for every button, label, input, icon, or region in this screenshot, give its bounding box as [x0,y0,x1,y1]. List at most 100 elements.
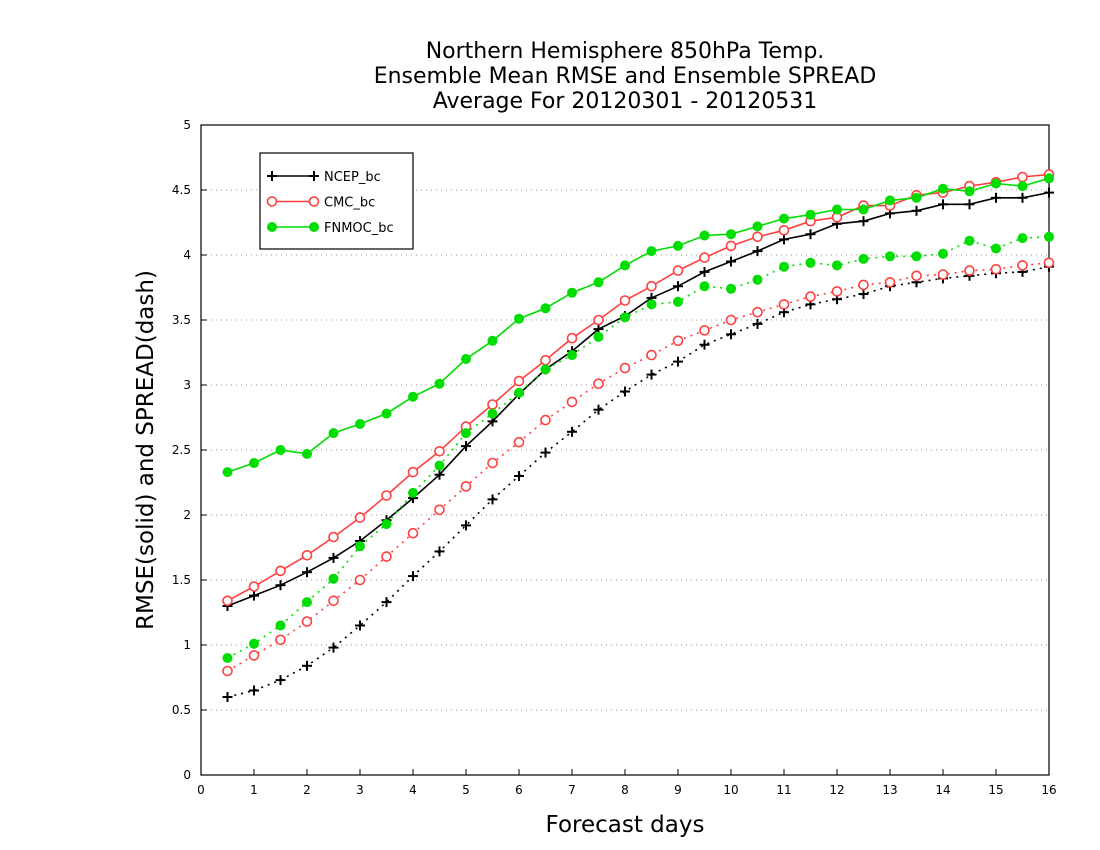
data-point [567,287,577,298]
data-point [831,286,843,297]
y-tick-label: 1 [183,638,191,652]
data-point [619,362,631,374]
data-point [858,216,869,227]
data-point [249,685,259,696]
x-tick-label: 6 [515,783,523,797]
data-point [858,289,869,299]
legend-label: FNMOC_bc [324,221,394,236]
x-tick-label: 5 [462,783,470,797]
data-point [302,448,312,459]
data-point [567,426,577,437]
data-point [646,349,657,361]
y-tick-label: 2.5 [172,443,191,457]
data-point [858,253,869,264]
data-point [408,571,418,582]
data-point [911,192,922,203]
data-point [832,204,842,215]
data-point [328,552,339,563]
data-point [911,270,922,282]
data-point [964,235,975,246]
data-point [355,541,365,552]
title-line: Northern Hemisphere 850hPa Temp. [426,39,825,64]
data-point [514,313,524,324]
data-point [567,350,577,361]
data-point [778,225,790,236]
data-point [779,261,789,272]
data-point [593,404,604,415]
data-point [328,642,339,653]
x-tick-label: 12 [829,783,844,797]
x-tick-label: 14 [935,783,950,797]
data-point [328,595,339,607]
series-5-spread [222,231,1054,663]
data-point [1017,233,1028,244]
data-point [408,487,418,498]
data-point [222,595,233,607]
series-1-spread [222,261,1054,702]
data-point [434,378,445,389]
data-point [381,408,392,419]
y-tick-label: 1.5 [172,573,191,587]
data-point [540,354,551,366]
data-point [938,199,948,210]
x-tick-label: 2 [303,783,311,797]
data-point [726,229,736,240]
data-point [328,573,339,584]
data-point [672,265,684,276]
x-tick-label: 0 [197,783,205,797]
data-point [248,581,260,592]
data-point [725,240,737,252]
data-point [301,549,313,561]
series-lines [222,169,1055,702]
data-point [911,205,922,216]
data-point [540,364,551,375]
data-point [514,471,524,481]
data-point [487,408,498,419]
data-point [1044,173,1054,184]
data-point [381,519,392,530]
data-point [593,331,604,342]
data-point [275,580,286,591]
data-point [275,565,286,577]
x-tick-label: 10 [723,783,738,797]
data-point [275,675,286,686]
data-point [514,387,524,398]
data-point [461,520,471,531]
data-point [328,428,339,439]
data-point [461,428,471,439]
data-point [540,414,551,426]
data-point [699,252,710,263]
data-point [355,620,365,631]
data-point [726,283,736,294]
data-point [434,546,445,557]
data-point [355,419,365,429]
data-point [328,531,339,543]
data-point [434,469,445,480]
data-point [593,314,604,326]
data-point [302,567,312,578]
data-point [673,281,683,292]
data-point [434,460,445,471]
data-point [964,265,975,276]
series-line [227,265,1050,698]
series-0-rmse [222,187,1054,611]
data-point [964,186,975,197]
data-point [805,209,816,220]
data-point [248,650,260,661]
series-3-spread [222,257,1055,677]
data-point [461,441,471,452]
data-point [885,251,895,262]
series-line [227,236,1050,659]
data-point [938,248,948,259]
data-point [487,335,498,346]
data-point [460,481,472,492]
data-point [726,329,736,340]
data-point [725,314,737,326]
legend-marker [308,196,320,207]
data-point [752,246,763,257]
data-point [619,295,631,306]
legend-marker [267,171,277,181]
data-point [990,263,1002,275]
data-point [885,195,895,206]
